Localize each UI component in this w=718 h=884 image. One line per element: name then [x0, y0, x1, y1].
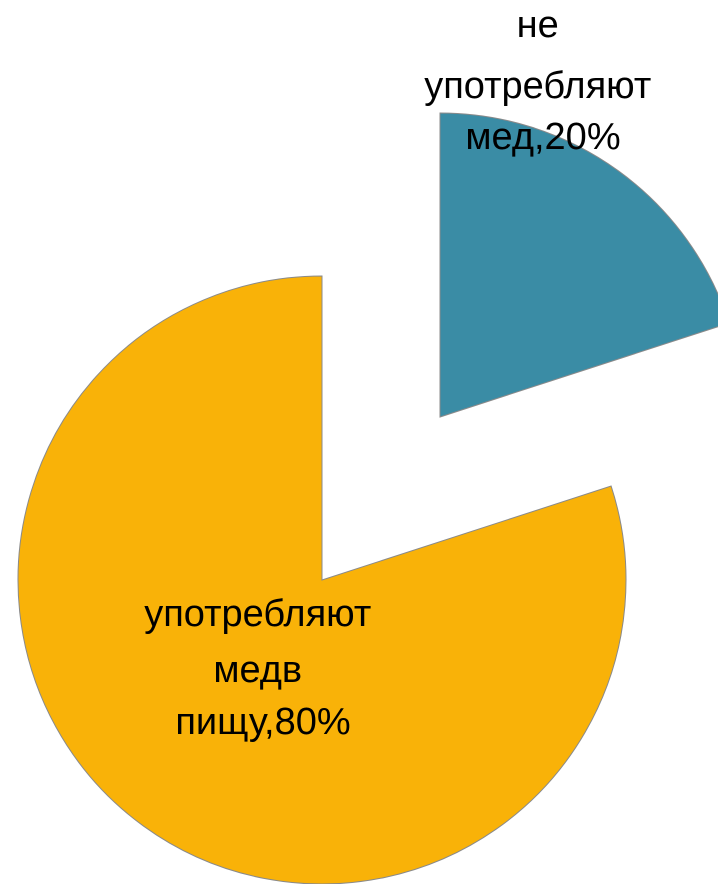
pie-slice-use-honey — [17, 275, 627, 884]
slice-label-use-honey: употребляют медв пищу,80% — [144, 593, 382, 743]
slice-label-use-honey-line-2: медв — [213, 649, 302, 691]
slice-label-use-honey-line-1: употребляют — [144, 593, 371, 635]
pie-labels: не употребляют мед,20% употребляют медв … — [144, 4, 662, 743]
slice-label-not-use-honey-line-3: мед,20% — [465, 116, 620, 158]
pie-slice-not-use-honey — [439, 112, 718, 418]
slice-label-use-honey-line-3: пищу,80% — [175, 701, 350, 743]
slice-label-not-use-honey: не употребляют мед,20% — [424, 4, 662, 158]
slice-label-not-use-honey-line-2: употребляют — [424, 65, 651, 107]
slice-label-not-use-honey-line-1: не — [517, 4, 559, 46]
pie-slices — [17, 112, 718, 884]
